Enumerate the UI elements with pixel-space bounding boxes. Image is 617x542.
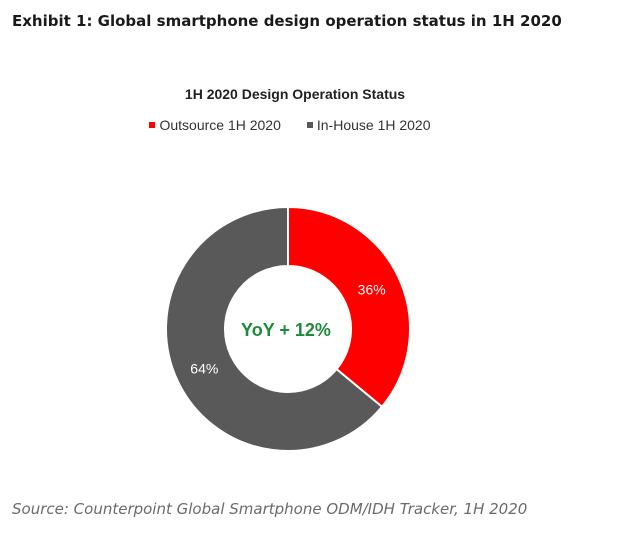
slice-label-outsource: 36% <box>358 282 386 298</box>
exhibit-title: Exhibit 1: Global smartphone design oper… <box>12 12 562 30</box>
legend-swatch-in-house <box>306 122 313 128</box>
legend-swatch-outsource <box>149 122 156 128</box>
center-label-yoy: YoY + 12% <box>241 320 331 340</box>
donut-slice-outsource <box>287 205 411 409</box>
donut-slice-in-house <box>165 205 384 452</box>
chart-title: 1H 2020 Design Operation Status <box>184 86 406 102</box>
legend-label-outsource: Outsource 1H 2020 <box>159 117 281 133</box>
slice-label-in-house: 64% <box>190 360 218 376</box>
legend-item-outsource: Outsource 1H 2020 <box>149 117 281 133</box>
legend-item-in-house: In-House 1H 2020 <box>306 117 431 133</box>
chart-legend: Outsource 1H 2020 In-House 1H 2020 <box>0 117 580 133</box>
source-note: Source: Counterpoint Global Smartphone O… <box>12 500 528 518</box>
legend-label-in-house: In-House 1H 2020 <box>316 117 431 133</box>
